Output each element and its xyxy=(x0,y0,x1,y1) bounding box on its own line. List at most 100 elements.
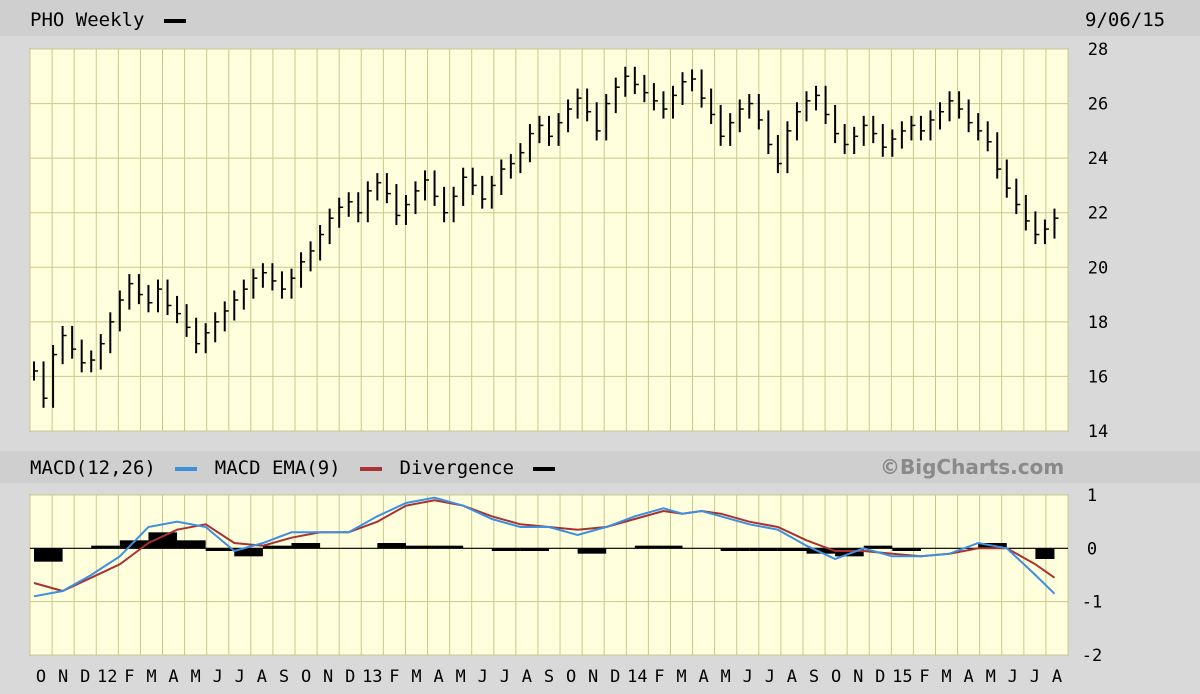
divergence-bar xyxy=(262,545,292,549)
x-tick-label: J xyxy=(500,667,510,687)
x-tick-label: O xyxy=(831,667,841,687)
macd-legend-label: MACD(12,26) xyxy=(30,457,156,479)
x-tick-label: N xyxy=(323,667,333,687)
price-y-tick-label: 22 xyxy=(1088,204,1108,224)
x-tick-label: J xyxy=(1008,667,1018,687)
x-tick-label: S xyxy=(809,667,819,687)
x-tick-label: A xyxy=(257,667,267,687)
price-plot-area xyxy=(29,48,1069,432)
divergence-bar xyxy=(749,548,778,551)
x-tick-label: O xyxy=(301,667,311,687)
chart-date: 9/06/15 xyxy=(1085,9,1166,31)
divergence-bar xyxy=(34,548,63,562)
divergence-legend-swatch xyxy=(533,466,556,471)
price-y-tick-label: 20 xyxy=(1088,258,1108,278)
x-tick-label: M xyxy=(146,667,156,687)
x-tick-label: J xyxy=(235,667,245,687)
x-tick-label: 12 xyxy=(97,667,117,687)
x-tick-label: S xyxy=(279,667,289,687)
divergence-bar xyxy=(777,548,807,551)
divergence-bar xyxy=(720,548,750,551)
divergence-bar xyxy=(119,540,149,549)
divergence-bar xyxy=(91,545,120,549)
divergence-bar xyxy=(577,548,607,554)
x-tick-label: F xyxy=(389,667,399,687)
price-y-tick-label: 24 xyxy=(1088,149,1108,169)
x-tick-label: M xyxy=(721,667,731,687)
x-tick-label: A xyxy=(963,667,973,687)
divergence-bar xyxy=(177,540,206,549)
macd-y-tick-label: 1 xyxy=(1087,486,1097,506)
x-tick-label: D xyxy=(875,667,885,687)
divergence-bar xyxy=(634,545,664,549)
divergence-bar xyxy=(835,548,864,557)
copyright-text: ©BigCharts.com xyxy=(880,455,1065,479)
x-tick-label: D xyxy=(80,667,90,687)
price-chart-title-group: PHO Weekly xyxy=(30,9,192,31)
x-tick-label: O xyxy=(36,667,46,687)
price-chart-title: PHO Weekly xyxy=(30,9,145,31)
macd-header-bar xyxy=(0,451,1200,483)
divergence-bar xyxy=(1035,548,1055,559)
x-tick-label: A xyxy=(1052,667,1062,687)
x-tick-label: 14 xyxy=(627,667,647,687)
x-tick-label: S xyxy=(544,667,554,687)
x-tick-label: F xyxy=(654,667,664,687)
divergence-bar xyxy=(663,545,683,549)
x-tick-label: J xyxy=(765,667,775,687)
x-tick-label: 15 xyxy=(892,667,912,687)
x-tick-label: J xyxy=(478,667,488,687)
x-tick-label: D xyxy=(610,667,620,687)
x-tick-label: M xyxy=(456,667,466,687)
x-tick-label: F xyxy=(919,667,929,687)
x-tick-label: M xyxy=(941,667,951,687)
x-tick-label: A xyxy=(522,667,532,687)
x-tick-label: M xyxy=(676,667,686,687)
macd-legend: MACD(12,26) MACD EMA(9) Divergence xyxy=(30,457,561,479)
macd-plot-area xyxy=(29,494,1069,656)
x-tick-label: A xyxy=(698,667,708,687)
divergence-bar xyxy=(405,545,435,549)
x-tick-label: N xyxy=(853,667,863,687)
divergence-bar xyxy=(434,545,464,549)
x-tick-label: A xyxy=(787,667,797,687)
price-y-tick-label: 28 xyxy=(1088,40,1108,60)
x-tick-label: 13 xyxy=(362,667,382,687)
divergence-bar xyxy=(806,548,836,554)
x-tick-label: F xyxy=(124,667,134,687)
macd-y-tick-label: -1 xyxy=(1082,593,1102,613)
ema-legend-swatch xyxy=(360,466,383,471)
divergence-bar xyxy=(291,543,321,549)
x-tick-label: J xyxy=(213,667,223,687)
price-legend-swatch xyxy=(163,18,186,23)
price-y-tick-label: 14 xyxy=(1088,422,1108,442)
price-series xyxy=(33,66,1059,408)
divergence-bar xyxy=(863,545,893,549)
macd-line xyxy=(33,496,1056,598)
x-tick-label: N xyxy=(588,667,598,687)
price-y-tick-label: 26 xyxy=(1088,95,1108,115)
x-tick-label: N xyxy=(58,667,68,687)
divergence-bar xyxy=(148,532,178,549)
divergence-bar xyxy=(234,548,263,557)
divergence-bar xyxy=(892,548,921,551)
x-tick-label: D xyxy=(345,667,355,687)
x-tick-label: A xyxy=(168,667,178,687)
x-tick-label: M xyxy=(411,667,421,687)
divergence-bar xyxy=(205,548,235,551)
ema-legend-label: MACD EMA(9) xyxy=(214,457,341,479)
macd-y-tick-label: 0 xyxy=(1087,539,1097,559)
x-tick-label: M xyxy=(986,667,996,687)
x-tick-label: M xyxy=(191,667,201,687)
price-header-bar xyxy=(0,0,1200,36)
macd-y-tick-label: -2 xyxy=(1082,646,1102,666)
divergence-bar xyxy=(377,543,406,549)
divergence-legend-label: Divergence xyxy=(399,457,514,479)
price-y-tick-label: 16 xyxy=(1088,367,1108,387)
x-tick-label: J xyxy=(1030,667,1040,687)
x-tick-label: A xyxy=(433,667,443,687)
macd-ema-line xyxy=(33,499,1056,593)
divergence-bar xyxy=(520,548,549,551)
